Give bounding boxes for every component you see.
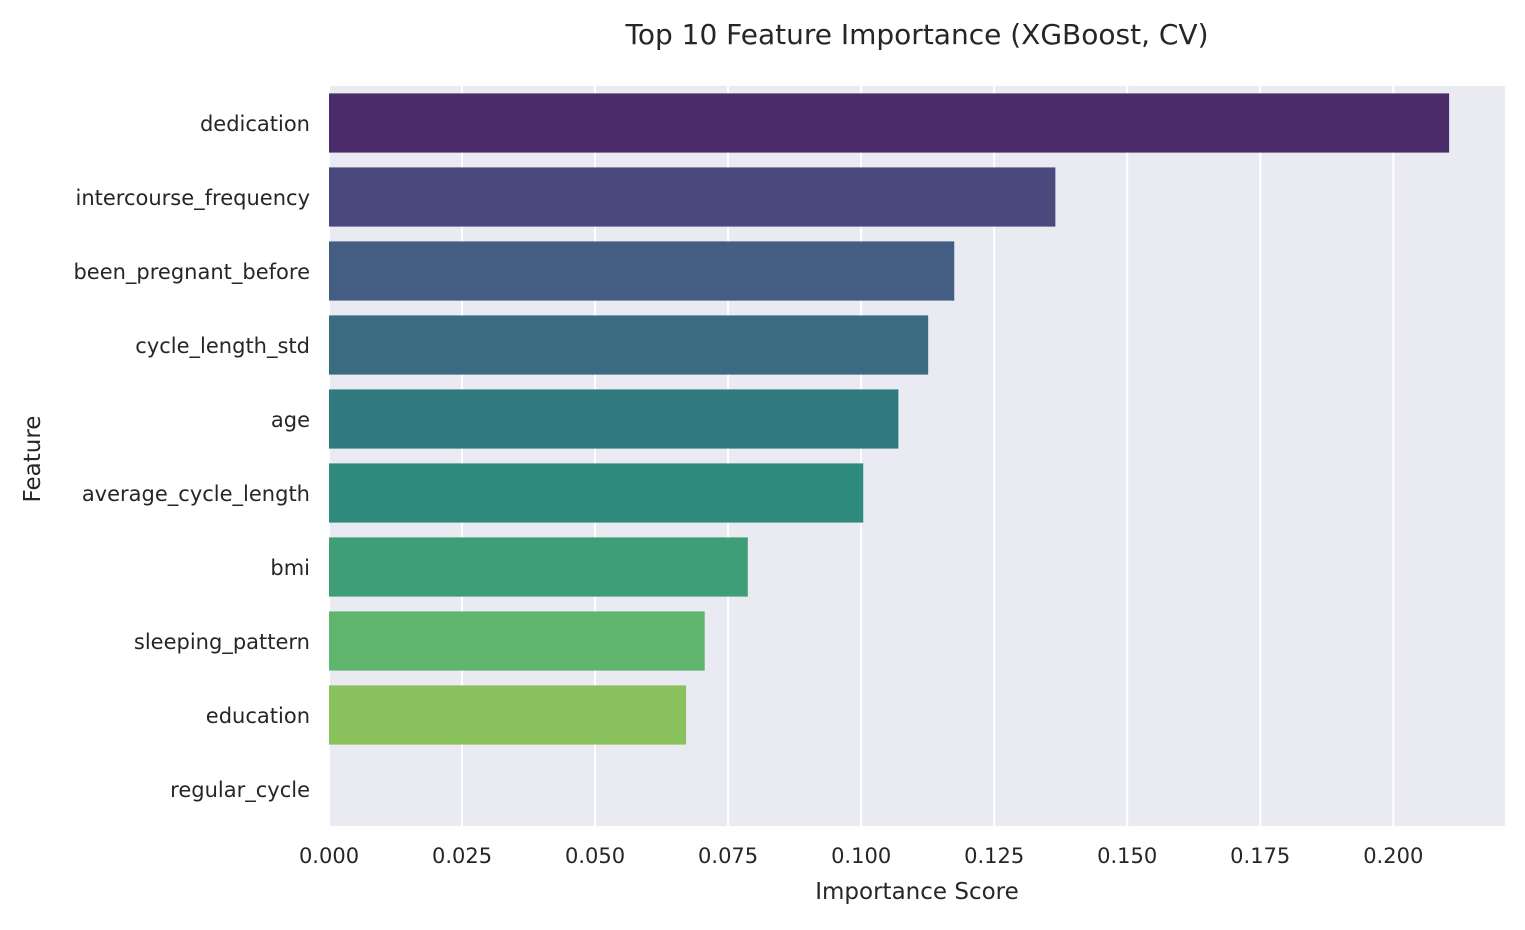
- y-tick-label: dedication: [200, 112, 310, 136]
- x-tick-label: 0.050: [565, 844, 625, 868]
- x-tick-label: 0.200: [1363, 844, 1423, 868]
- y-tick-label: sleeping_pattern: [134, 630, 310, 655]
- y-tick-label: been_pregnant_before: [73, 260, 310, 285]
- x-tick-label: 0.100: [831, 844, 891, 868]
- x-tick-label: 0.125: [964, 844, 1024, 868]
- x-tick-label: 0.025: [432, 844, 492, 868]
- y-tick-label: intercourse_frequency: [76, 186, 311, 211]
- x-tick-labels: 0.000 0.025 0.050 0.075 0.100 0.125 0.150 0.175…: [299, 844, 1423, 868]
- bar-bmi: [329, 537, 748, 597]
- bar-average-cycle-length: [329, 463, 864, 523]
- y-axis-label: Feature: [20, 416, 46, 503]
- y-tick-labels: dedication intercourse_frequency been_preg…: [73, 112, 310, 803]
- x-tick-label: 0.150: [1097, 844, 1157, 868]
- bar-sleeping-pattern: [329, 611, 705, 671]
- x-tick-label: 0.075: [698, 844, 758, 868]
- bar-age: [329, 389, 899, 449]
- y-tick-label: cycle_length_std: [135, 334, 310, 359]
- x-axis-label: Importance Score: [815, 879, 1019, 905]
- x-tick-label: 0.175: [1230, 844, 1290, 868]
- bar-intercourse-frequency: [329, 167, 1056, 227]
- bar-education: [329, 685, 687, 745]
- bars: [329, 93, 1450, 745]
- chart-title: Top 10 Feature Importance (XGBoost, CV): [624, 18, 1208, 51]
- x-tick-label: 0.000: [299, 844, 359, 868]
- y-tick-label: average_cycle_length: [82, 482, 310, 507]
- bar-cycle-length-std: [329, 315, 929, 375]
- y-tick-label: age: [271, 408, 310, 432]
- y-tick-label: bmi: [270, 556, 310, 580]
- y-tick-label: education: [206, 704, 310, 728]
- y-tick-label: regular_cycle: [170, 778, 310, 803]
- bar-dedication: [329, 93, 1450, 153]
- bar-been-pregnant-before: [329, 241, 955, 301]
